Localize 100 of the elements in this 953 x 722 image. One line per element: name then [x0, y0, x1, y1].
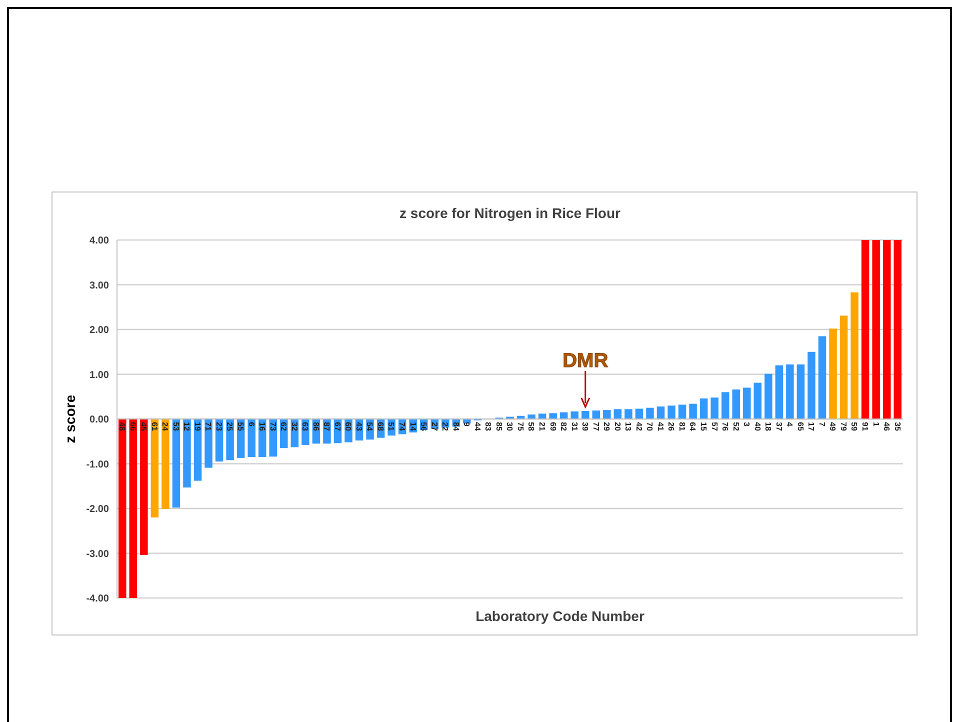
x-tick-label: 21 — [538, 422, 546, 432]
y-tick-label: -4.00 — [86, 594, 110, 604]
x-tick-label: 91 — [860, 422, 870, 432]
y-tick-label: 4.00 — [90, 236, 110, 246]
x-tick-label: 55 — [236, 422, 246, 432]
bar — [581, 410, 590, 419]
x-tick-label: 54 — [365, 422, 374, 432]
bar — [183, 419, 191, 488]
x-tick-label: 67 — [332, 422, 342, 432]
bar — [150, 419, 159, 518]
bar — [700, 398, 708, 419]
bar — [786, 364, 794, 419]
x-tick-label: 56 — [419, 422, 428, 432]
bar — [894, 240, 902, 419]
x-tick-label: 9 — [462, 422, 472, 427]
x-tick-label: 7 — [817, 422, 826, 427]
x-tick-label: 30 — [505, 422, 514, 432]
x-tick-label: 83 — [484, 422, 493, 432]
x-tick-label: 23 — [214, 422, 224, 432]
bar — [248, 419, 256, 458]
x-tick-label: 18 — [764, 422, 773, 432]
bar — [172, 419, 180, 508]
x-tick-label: 52 — [731, 422, 740, 432]
x-tick-label: 6 — [246, 422, 256, 427]
bar — [668, 406, 676, 419]
bar — [549, 413, 557, 419]
y-tick-label: -1.00 — [86, 459, 110, 470]
bar — [732, 389, 740, 419]
y-tick-label: 0.00 — [90, 414, 110, 426]
x-tick-label: 19 — [192, 422, 202, 432]
x-tick-label: 20 — [612, 422, 622, 432]
x-tick-label: 58 — [526, 422, 536, 432]
bar — [829, 328, 837, 419]
x-tick-label: 62 — [279, 422, 288, 432]
bar — [140, 419, 148, 556]
x-tick-label: 71 — [204, 422, 213, 432]
x-tick-label: 15 — [699, 422, 708, 432]
x-tick-label: 32 — [290, 422, 299, 432]
x-tick-label: 45 — [139, 422, 148, 432]
bar — [721, 392, 730, 419]
x-tick-label: 70 — [645, 422, 654, 432]
x-tick-label: 73 — [268, 422, 278, 432]
bar — [656, 406, 665, 419]
x-tick-label: 46 — [882, 422, 892, 432]
bar — [743, 388, 751, 419]
bar — [570, 411, 578, 419]
bar — [710, 398, 718, 419]
x-tick-label: 68 — [376, 422, 385, 432]
bar — [808, 352, 816, 419]
x-tick-label: 16 — [258, 422, 267, 432]
bar — [118, 419, 126, 598]
x-tick-label: 51 — [386, 422, 396, 432]
bar — [796, 364, 805, 419]
bar — [528, 414, 536, 419]
bar — [614, 409, 622, 419]
x-tick-label: 74 — [398, 422, 407, 432]
x-tick-label: 13 — [624, 422, 633, 432]
bar — [624, 409, 632, 419]
x-tick-label: 39 — [580, 422, 590, 432]
x-tick-label: 48 — [118, 422, 127, 432]
x-tick-label: 82 — [559, 422, 568, 432]
bar — [635, 408, 644, 419]
bar — [818, 336, 826, 419]
bar — [754, 382, 762, 419]
y-axis-title: z score — [62, 394, 78, 444]
x-tick-label: 43 — [354, 422, 364, 432]
bar — [162, 419, 170, 509]
x-tick-label: 76 — [720, 422, 730, 432]
x-tick-label: 44 — [472, 422, 482, 432]
x-tick-label: 4 — [785, 422, 794, 427]
x-tick-label: 69 — [548, 422, 558, 432]
bar — [872, 240, 880, 419]
x-tick-label: 41 — [656, 422, 665, 432]
x-tick-label: 84 — [451, 422, 460, 432]
x-tick-label: 63 — [300, 422, 310, 432]
bar — [689, 404, 697, 419]
bar — [269, 419, 277, 457]
bar — [764, 374, 772, 419]
x-tick-label: 42 — [634, 422, 644, 432]
bar — [538, 414, 546, 419]
x-tick-label: 27 — [430, 422, 439, 432]
x-tick-label: 12 — [182, 422, 192, 432]
x-tick-label: 75 — [516, 422, 525, 432]
x-tick-label: 79 — [838, 422, 848, 432]
x-tick-label: 22 — [440, 422, 450, 432]
bar — [882, 240, 891, 419]
x-tick-label: 14 — [408, 422, 418, 432]
bar — [850, 292, 858, 419]
x-axis-title: Laboratory Code Number — [476, 608, 645, 624]
x-tick-label: 49 — [828, 422, 838, 432]
y-tick-label: -3.00 — [86, 548, 110, 560]
x-tick-label: 1 — [871, 422, 880, 427]
y-tick-label: -2.00 — [86, 504, 110, 515]
y-tick-label: 2.00 — [90, 325, 110, 336]
x-tick-label: 26 — [666, 422, 676, 432]
x-tick-label: 64 — [688, 422, 698, 432]
bar — [603, 410, 611, 419]
x-tick-label: 24 — [160, 422, 170, 432]
x-tick-label: 85 — [494, 422, 504, 432]
x-tick-label: 37 — [774, 422, 784, 432]
